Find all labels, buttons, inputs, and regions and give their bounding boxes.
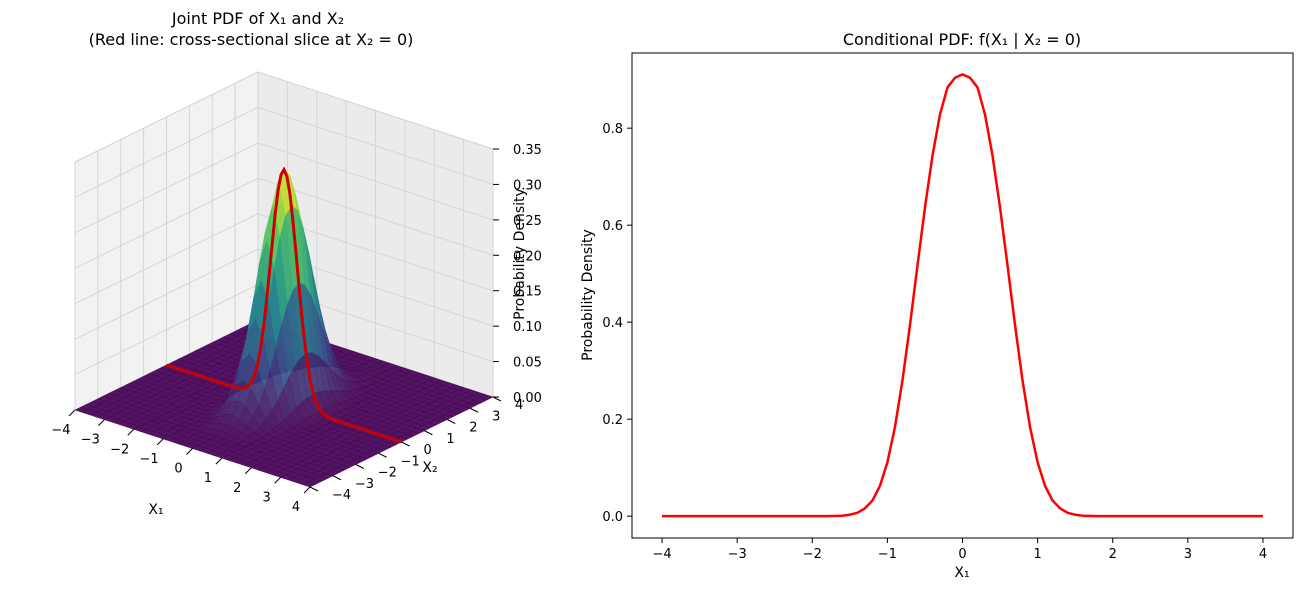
x-tick-label: −2 xyxy=(803,547,822,562)
y-tick-label: 0 xyxy=(424,443,432,458)
z-tick-label: 0.10 xyxy=(513,320,542,335)
left-title-line2: (Red line: cross-sectional slice at X₂ =… xyxy=(89,30,414,49)
y-tick-label: −2 xyxy=(378,466,397,481)
left-title-line1: Joint PDF of X₁ and X₂ xyxy=(171,9,344,28)
grid-line xyxy=(74,213,494,305)
x-tick-mark xyxy=(303,486,311,494)
y-tick-mark xyxy=(492,396,502,402)
x-tick-mark xyxy=(215,457,223,465)
y-tick-label: 0.6 xyxy=(602,219,623,234)
y-tick-label: 1 xyxy=(446,432,454,447)
x-tick-label: 2 xyxy=(1109,547,1117,562)
y-tick-label: 0.4 xyxy=(602,316,623,331)
x-tick-label: −1 xyxy=(140,452,159,467)
conditional-pdf-line xyxy=(662,73,1263,518)
right-x-axis-label: X₁ xyxy=(954,565,969,581)
y-tick-mark xyxy=(332,475,342,481)
right-title: Conditional PDF: f(X₁ | X₂ = 0) xyxy=(843,30,1081,49)
y-tick-label: 0.0 xyxy=(602,510,623,525)
grid-line xyxy=(74,248,494,340)
y-tick-label: −3 xyxy=(355,477,374,492)
y-tick-label: −1 xyxy=(401,454,420,469)
joint-pdf-3d-chart: Joint PDF of X₁ and X₂ (Red line: cross-… xyxy=(51,9,542,518)
slice-line xyxy=(166,166,402,444)
y-tick-label: 4 xyxy=(515,398,523,413)
left-y-axis-label: X₂ xyxy=(422,460,437,476)
y-tick-mark xyxy=(378,452,387,458)
grid-line xyxy=(74,106,494,198)
x-tick-label: 0 xyxy=(174,462,182,477)
y-tick-label: 3 xyxy=(492,409,500,424)
y-tick-mark xyxy=(309,486,319,492)
y-tick-mark xyxy=(401,441,410,447)
z-tick-label: 0.30 xyxy=(513,178,542,193)
y-tick-label: 0.2 xyxy=(602,413,623,428)
x-tick-mark xyxy=(127,428,135,436)
x-tick-mark xyxy=(244,467,252,475)
y-tick-mark xyxy=(469,407,479,413)
x-tick-label: −3 xyxy=(81,433,100,448)
y-tick-mark xyxy=(355,464,364,469)
z-tick-label: 0.35 xyxy=(513,143,542,158)
x-tick-label: 2 xyxy=(233,481,241,496)
z-tick-label: 0.20 xyxy=(513,249,542,264)
y-tick-label: 2 xyxy=(469,421,477,436)
right-y-axis-label: Probability Density xyxy=(580,229,596,361)
x-tick-label: 4 xyxy=(1259,547,1267,562)
x-tick-mark xyxy=(274,477,281,484)
y-tick-mark xyxy=(447,419,456,424)
x-tick-label: 4 xyxy=(292,500,300,515)
grid-line xyxy=(74,71,494,163)
x-tick-mark xyxy=(156,438,164,446)
conditional-pdf-chart: Conditional PDF: f(X₁ | X₂ = 0) −4 −3 −2 −1… xyxy=(580,30,1294,581)
x-tick-mark xyxy=(186,448,193,455)
y-tick-label: 0.8 xyxy=(602,122,623,137)
grid-line xyxy=(74,177,494,269)
y-tick-label: −4 xyxy=(332,488,351,503)
x-tick-label: 3 xyxy=(1184,547,1192,562)
x-tick-label: −1 xyxy=(878,547,897,562)
y-tick-mark xyxy=(424,430,433,436)
x-tick-label: 3 xyxy=(262,490,270,505)
x-tick-label: −4 xyxy=(51,423,70,438)
x-tick-label: 1 xyxy=(204,471,212,486)
left-z-axis-label: Probability Density xyxy=(512,188,528,320)
right-plot-frame xyxy=(631,52,1294,539)
z-tick-label: 0.00 xyxy=(513,391,542,406)
x-tick-label: −3 xyxy=(728,547,747,562)
x-tick-mark xyxy=(98,419,105,426)
left-x-axis-label: X₁ xyxy=(148,502,163,518)
x-tick-label: −4 xyxy=(652,547,671,562)
z-tick-label: 0.15 xyxy=(513,285,542,300)
grid-line xyxy=(74,142,494,234)
x-tick-label: 0 xyxy=(958,547,966,562)
z-tick-label: 0.05 xyxy=(513,356,542,371)
z-tick-label: 0.25 xyxy=(513,214,542,229)
x-tick-label: 1 xyxy=(1033,547,1041,562)
x-tick-label: −2 xyxy=(110,442,129,457)
surface-patch xyxy=(302,481,317,488)
x-tick-mark xyxy=(68,409,76,417)
